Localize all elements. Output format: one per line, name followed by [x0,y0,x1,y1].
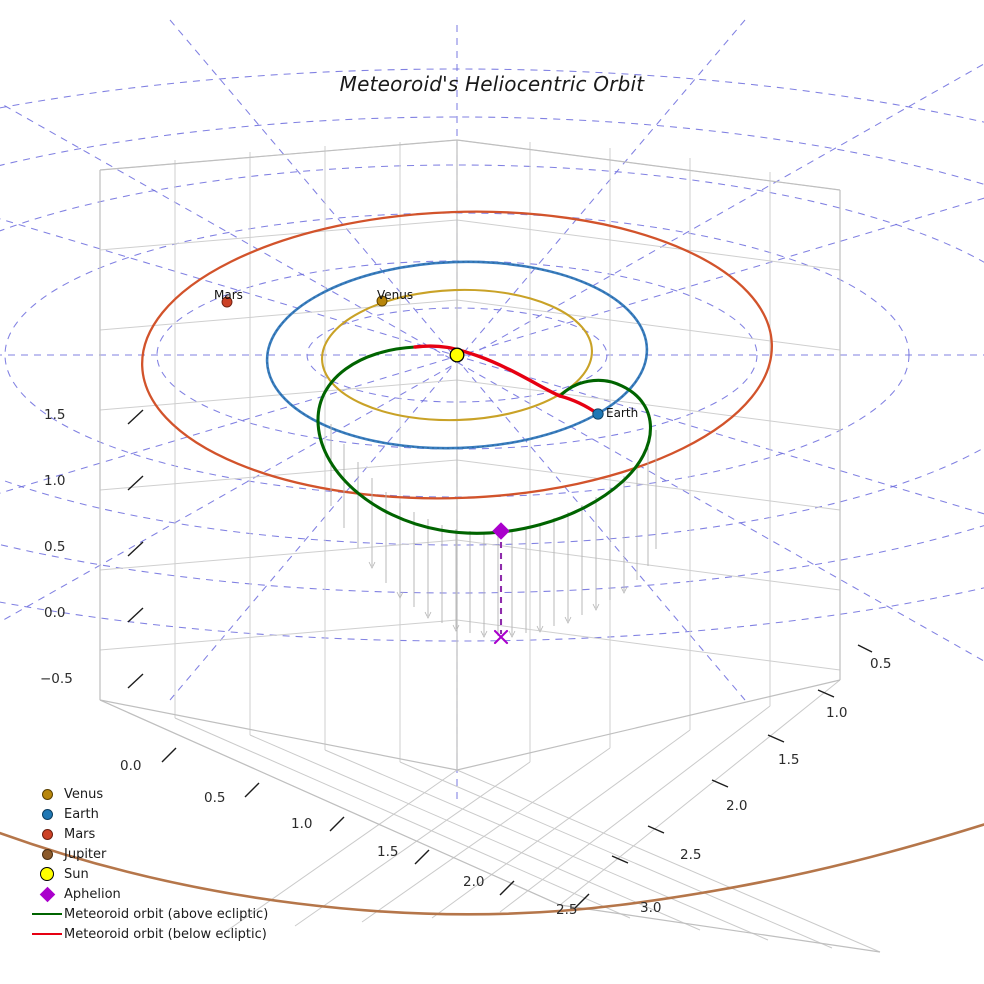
y-tick-label: 3.0 [640,900,662,916]
earth-marker [592,408,604,420]
legend-label: Meteoroid orbit (above ecliptic) [64,906,269,922]
axes-pane-grid [99,140,841,770]
legend-item-orbit-above[interactable]: Meteoroid orbit (above ecliptic) [30,904,268,924]
venus-dot-icon [30,784,64,804]
sun-marker [449,347,465,363]
venus-label: Venus [377,288,414,302]
y-tick-label: 1.0 [826,705,848,721]
x-tick-label: 1.0 [291,816,313,832]
venus-orbit [321,288,593,422]
y-tick-label: 0.5 [870,656,892,672]
orbit-stem-lines [330,424,657,636]
earth-orbit-dotted [266,261,648,449]
legend-label: Meteoroid orbit (below ecliptic) [64,926,267,942]
red-line-icon [30,924,64,944]
legend-label: Venus [64,786,104,802]
legend-label: Jupiter [64,846,107,862]
legend-item-sun[interactable]: Sun [30,864,268,884]
legend: Venus Earth Mars Jupiter Sun [30,784,268,944]
orbit-stem-arrowheads [368,561,628,638]
aphelion-projection-x-icon [493,629,509,645]
mars-orbit [141,210,773,500]
x-tick-label: 0.5 [204,790,226,806]
jupiter-orbit [0,823,984,916]
aphelion-marker [492,522,510,540]
sun-dot-icon [30,864,64,884]
legend-label: Sun [64,866,89,882]
legend-label: Mars [64,826,96,842]
legend-item-mars[interactable]: Mars [30,824,268,844]
y-tick-label: 2.5 [680,847,702,863]
z-tick-label: 0.0 [44,605,66,621]
y-tick-label: 2.0 [726,798,748,814]
axes-box-edges [99,139,881,953]
meteoroid-orbit-below [413,344,562,398]
legend-item-earth[interactable]: Earth [30,804,268,824]
mars-dot-icon [30,824,64,844]
x-tick-label: 1.5 [377,844,399,860]
jupiter-dot-icon [30,844,64,864]
meteoroid-orbit-below-tail [558,394,600,416]
x-tick-label: 0.0 [120,758,142,774]
mars-label: Mars [214,288,243,302]
z-tick-label: 0.5 [44,539,66,555]
venus-marker [376,295,388,307]
legend-item-orbit-below[interactable]: Meteoroid orbit (below ecliptic) [30,924,268,944]
x-tick-label: 2.0 [463,874,485,890]
y-tick-label: 1.5 [778,752,800,768]
aphelion-diamond-icon [30,884,64,904]
legend-label: Aphelion [64,886,121,902]
axis-ticks [127,409,873,909]
legend-label: Earth [64,806,99,822]
earth-label: Earth [606,406,639,420]
mars-marker [221,296,233,308]
earth-dot-icon [30,804,64,824]
z-tick-label: 1.0 [44,473,66,489]
chart-title: Meteoroid's Heliocentric Orbit [339,72,645,96]
legend-item-jupiter[interactable]: Jupiter [30,844,268,864]
z-tick-label: −0.5 [40,671,73,687]
z-tick-label: 1.5 [44,407,66,423]
legend-item-aphelion[interactable]: Aphelion [30,884,268,904]
x-tick-label: 2.5 [556,902,578,918]
green-line-icon [30,904,64,924]
legend-item-venus[interactable]: Venus [30,784,268,804]
